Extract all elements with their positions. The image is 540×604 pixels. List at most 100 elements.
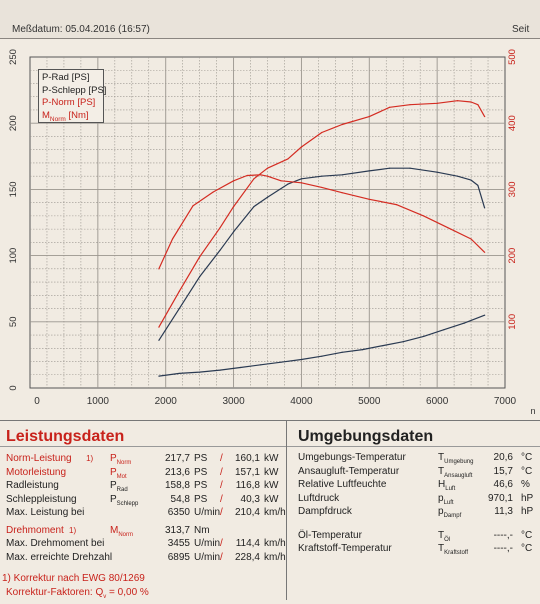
env-unit: °C xyxy=(521,529,533,541)
perf-symbol-main: M xyxy=(110,524,119,536)
x-tick-label: 2000 xyxy=(155,396,178,407)
env-label: Umgebungs-Temperatur xyxy=(298,452,406,463)
series-point-p_schlepp xyxy=(361,349,364,351)
perf-row: Drehmoment 1) MNorm 313,7 Nm xyxy=(6,524,286,538)
series-point-m_norm xyxy=(484,251,486,253)
env-symbol-main: H xyxy=(438,479,446,490)
series-point-p_rad xyxy=(287,183,289,185)
measurement-date: Meßdatum: 05.04.2016 (16:57) xyxy=(12,24,150,35)
perf-separator: / xyxy=(220,538,223,549)
perf-value-2: 160,1 xyxy=(234,453,260,464)
series-line-m_norm xyxy=(158,174,486,270)
env-symbol: HLuft xyxy=(438,478,455,496)
perf-value-2: 116,8 xyxy=(235,480,260,491)
legend-m-sub: Norm xyxy=(49,115,66,123)
perf-separator: / xyxy=(220,466,223,478)
perf-row: Schleppleistung PSchlepp 54,8 PS / 40,3 kW xyxy=(6,493,286,507)
series-point-p_norm xyxy=(436,102,438,104)
perf-symbol: PMot xyxy=(110,466,127,484)
env-unit: °C xyxy=(521,543,533,554)
series-point-p_norm xyxy=(158,326,160,328)
x-tick-label: 1000 xyxy=(87,396,110,407)
left-tick-label: 50 xyxy=(8,317,19,328)
series-point-m_norm xyxy=(158,268,160,270)
x-tick-label: 0 xyxy=(34,396,40,407)
env-label: Dampfdruck xyxy=(298,506,352,517)
perf-label: Radleistung xyxy=(6,480,59,491)
series-point-p_norm xyxy=(219,227,221,229)
series-point-p_rad xyxy=(178,307,180,310)
env-symbol-sub: Kraftstoff xyxy=(444,550,469,556)
series-point-p_rad xyxy=(470,179,472,181)
env-label: Ansaugluft-Temperatur xyxy=(298,465,400,477)
series-point-p_rad xyxy=(253,206,255,208)
umgebungsdaten-title: Umgebungsdaten xyxy=(298,428,434,445)
env-unit: hP xyxy=(521,506,534,517)
series-point-p_schlepp xyxy=(260,364,262,366)
series-point-p_norm xyxy=(456,100,459,102)
perf-value-2: 210,4 xyxy=(234,507,260,518)
series-point-p_rad xyxy=(300,178,303,180)
right-tick-label: 500 xyxy=(507,49,518,65)
series-point-p_schlepp xyxy=(239,366,241,369)
env-symbol-main: T xyxy=(438,543,445,554)
series-point-m_norm xyxy=(422,215,425,217)
dyno-chart: 0 50 100 150 200 250 100 200 300 400 500 0 1000 200… xyxy=(8,49,536,416)
report-header: Meßdatum: 05.04.2016 (16:57) Seit xyxy=(0,0,540,39)
footnote-factors-value: = 0,00 % xyxy=(106,587,149,598)
series-line-p_schlepp xyxy=(158,314,485,377)
series-point-m_norm xyxy=(246,174,248,177)
series-point-p_norm xyxy=(477,104,479,106)
series-point-p_schlepp xyxy=(341,351,343,353)
perf-note: 1) xyxy=(69,525,77,535)
env-symbol: TÖl xyxy=(438,529,450,547)
right-tick-label: 300 xyxy=(507,181,518,197)
footnote-ewg-text: 1) Korrektur nach EWG 80/1269 xyxy=(2,573,145,584)
env-value: 11,3 xyxy=(494,506,513,517)
perf-symbol-main: P xyxy=(110,453,117,464)
env-unit: % xyxy=(521,479,530,490)
series-point-p_rad xyxy=(456,175,459,177)
perf-symbol: PNorm xyxy=(110,452,131,470)
right-tick-label: 100 xyxy=(507,314,518,330)
perf-value-1: 54,8 xyxy=(170,493,190,505)
series-point-p_norm xyxy=(389,106,391,108)
env-symbol-sub: Luft xyxy=(445,486,456,492)
series-point-m_norm xyxy=(212,191,214,193)
x-tick-label: 5000 xyxy=(358,396,381,407)
perf-unit-2: km/h xyxy=(264,551,286,563)
leistungsdaten-title: Leistungsdaten xyxy=(6,428,125,445)
env-symbol: TUmgebung xyxy=(438,451,473,469)
left-axis: 0 50 100 150 200 250 xyxy=(8,49,19,391)
series-point-p_rad xyxy=(484,207,486,209)
series-point-m_norm xyxy=(266,175,269,177)
left-tick-label: 100 xyxy=(8,248,19,264)
left-tick-label: 150 xyxy=(8,181,19,197)
series-point-p_schlepp xyxy=(300,358,303,361)
series-point-p_schlepp xyxy=(422,335,425,337)
x-tick-label: 3000 xyxy=(222,396,245,407)
legend-m-main: M xyxy=(42,109,50,121)
series-point-p_norm xyxy=(178,290,180,292)
env-label: Kraftstoff-Temperatur xyxy=(298,543,392,554)
chart-legend: P-Rad [PS] P-Schlepp [PS] P-Norm [PS] MN… xyxy=(38,69,106,123)
series-line-p_rad xyxy=(158,167,486,341)
env-symbol: TAnsaugluft xyxy=(438,465,472,483)
series-point-p_rad xyxy=(389,167,391,169)
series-point-m_norm xyxy=(395,204,398,206)
series-point-p_schlepp xyxy=(178,372,180,375)
series-point-p_norm xyxy=(300,146,303,148)
series-layer xyxy=(158,100,486,377)
series-point-p_schlepp xyxy=(219,369,221,371)
perf-value-1: 6350 xyxy=(167,507,190,518)
series-point-p_schlepp xyxy=(280,361,282,363)
env-value: 15,7 xyxy=(493,465,513,477)
left-tick-label: 200 xyxy=(8,115,19,131)
env-value: 970,1 xyxy=(487,492,513,504)
series-point-p_norm xyxy=(253,178,255,180)
env-row: Dampfdruck pDampf 11,3 hP xyxy=(298,505,538,519)
x-axis: 0 1000 2000 3000 4000 5000 6000 7000 n xyxy=(34,396,535,416)
perf-value-1: 217,7 xyxy=(164,453,190,464)
left-title-underline xyxy=(0,446,286,447)
series-point-p_rad xyxy=(321,175,323,177)
